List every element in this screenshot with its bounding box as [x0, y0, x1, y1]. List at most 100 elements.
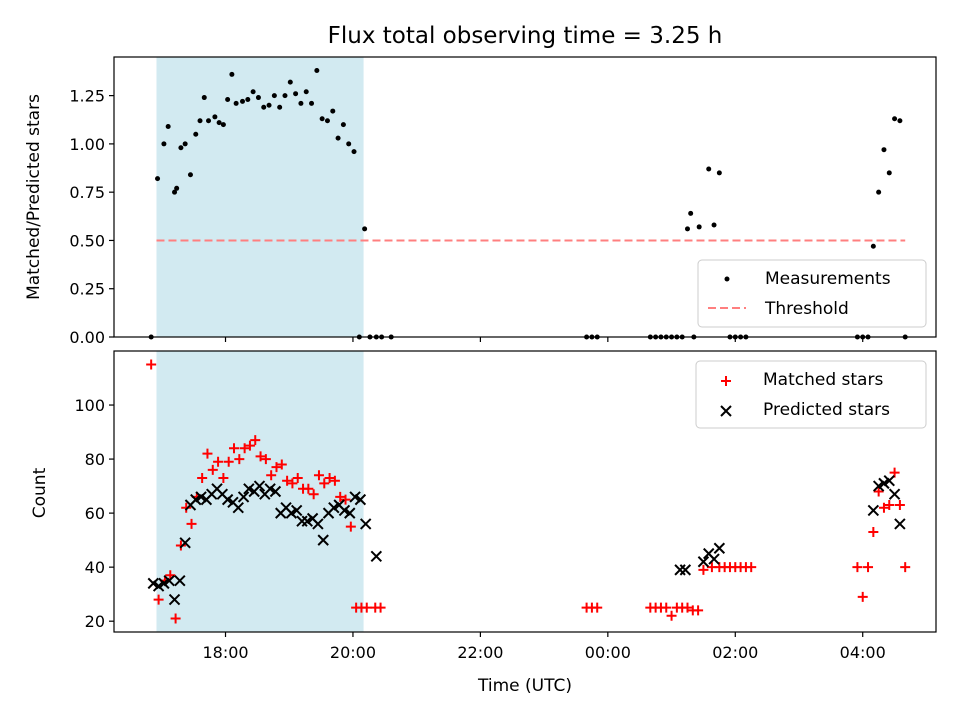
matched-stars-point	[181, 502, 192, 513]
matched-stars-point	[234, 454, 245, 465]
measurement-point	[309, 100, 315, 106]
bottom-ylabel: Count	[30, 467, 50, 518]
measurement-point	[255, 95, 261, 101]
matched-stars-point	[329, 475, 340, 486]
ratio-panel: 0.00 0.25 0.50 0.75 1.00 1.25 Measurements Thre…	[69, 56, 937, 347]
predicted-stars-point	[344, 507, 356, 519]
matched-stars-point	[345, 521, 356, 532]
matched-stars-point	[186, 518, 197, 529]
matched-stars-point	[894, 500, 905, 511]
predicted-stars-point	[312, 518, 324, 530]
observing-window-shade	[156, 351, 364, 632]
y-tick-label: 1.00	[69, 135, 105, 154]
measurement-point	[314, 68, 320, 74]
matched-stars-point	[698, 564, 709, 575]
predicted-stars-point	[168, 593, 181, 606]
matched-stars-point	[260, 454, 271, 465]
measurement-point	[876, 189, 882, 195]
measurement-point	[346, 141, 352, 147]
legend-measurements-marker	[724, 276, 730, 282]
matched-stars-point	[682, 602, 693, 613]
measurement-point	[688, 210, 694, 216]
matched-stars-point	[666, 610, 677, 621]
measurement-point	[706, 166, 712, 172]
legend-box	[695, 360, 927, 429]
measurement-point	[212, 114, 218, 120]
predicted-stars-point	[237, 491, 250, 503]
predicted-stars-point	[269, 485, 282, 498]
predicted-stars-point	[163, 574, 175, 587]
bottom-legend: Matched stars Predicted stars	[695, 360, 927, 429]
x-tick-label: 04:00	[840, 643, 886, 662]
matched-stars-point	[661, 602, 672, 613]
matched-stars-point	[213, 456, 224, 467]
predicted-stars-point	[179, 537, 191, 549]
legend-predicted-marker	[720, 405, 732, 417]
measurement-point	[886, 170, 892, 176]
measurement-point	[216, 120, 222, 126]
measurement-point	[261, 104, 267, 110]
measurement-point	[206, 118, 212, 124]
matched-stars-point	[207, 464, 218, 475]
y-tick-label: 80	[85, 450, 105, 469]
measurement-point	[240, 98, 246, 104]
measurement-point	[220, 122, 226, 128]
y-tick-label: 60	[85, 504, 105, 523]
measurement-point	[293, 91, 299, 97]
measurement-point	[182, 141, 188, 147]
measurement-point	[165, 124, 171, 130]
matched-stars-point	[592, 602, 603, 613]
plot-frame	[113, 350, 937, 633]
measurement-point	[870, 243, 876, 249]
matched-stars-point	[292, 472, 303, 483]
matched-stars-point	[303, 483, 314, 494]
top-ylabel: Matched/Predicted stars	[24, 94, 44, 300]
matched-stars-point	[308, 489, 319, 500]
matched-stars-point	[175, 540, 186, 551]
measurement-point	[881, 147, 887, 153]
predicted-stars-point	[708, 553, 720, 565]
measurement-point	[351, 149, 357, 155]
measurement-point	[324, 118, 330, 124]
measurement-point	[201, 95, 207, 101]
measurement-point	[696, 224, 702, 230]
matched-stars-point	[335, 491, 346, 502]
measurement-point	[287, 79, 293, 85]
matched-stars-point	[857, 591, 868, 602]
y-tick-label: 40	[85, 558, 105, 577]
matched-stars-point	[324, 472, 335, 483]
measurement-point	[282, 93, 288, 99]
measurement-point	[233, 100, 239, 106]
measurement-point	[250, 89, 256, 95]
matched-stars-point	[146, 359, 157, 370]
matched-stars-point	[244, 440, 255, 451]
plot-frame	[113, 56, 937, 338]
observing-window-shade	[156, 57, 364, 337]
matched-stars-point	[282, 475, 293, 486]
matched-stars-point	[250, 435, 261, 446]
matched-stars-point	[868, 527, 879, 538]
measurement-point	[362, 226, 368, 232]
measurement-point	[684, 226, 690, 232]
matched-stars-point	[202, 448, 213, 459]
y-tick-label: 20	[85, 612, 105, 631]
measurement-point	[225, 96, 231, 102]
measurement-point	[892, 116, 898, 122]
matched-stars-point	[340, 494, 351, 505]
measurement-point	[266, 102, 272, 108]
measurement-point	[187, 172, 193, 178]
matched-stars-point	[889, 467, 900, 478]
measurement-point	[303, 89, 309, 95]
predicted-stars-point	[359, 518, 372, 530]
predicted-stars-point	[883, 474, 895, 487]
measurement-point	[298, 100, 304, 106]
y-tick-label: 0.50	[69, 231, 105, 250]
count-panel: 20 40 60 80 100 18:00 20:00 22:00 00:00 02:00 04:0…	[74, 350, 937, 662]
matched-stars-point	[878, 502, 889, 513]
predicted-stars-point	[679, 564, 692, 576]
predicted-stars-point	[888, 488, 901, 500]
matched-stars-point	[852, 562, 863, 573]
matched-stars-point	[375, 602, 386, 613]
bottom-xlabel: Time (UTC)	[477, 676, 572, 696]
